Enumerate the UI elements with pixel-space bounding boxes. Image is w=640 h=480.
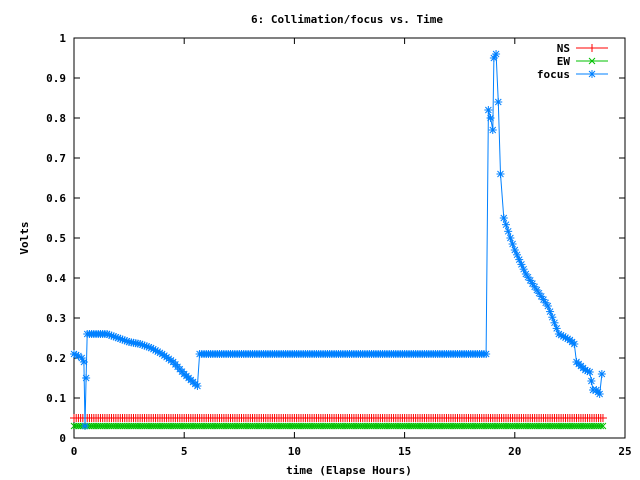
data-point [597,370,606,378]
y-tick-label: 0.4 [46,272,66,285]
legend-marker [588,44,596,52]
data-point [496,170,505,178]
data-point [82,374,91,382]
data-point [506,234,515,242]
data-point [599,422,607,430]
y-tick-label: 0.6 [46,192,66,205]
data-point [508,240,517,248]
legend-marker [588,57,596,65]
data-point [504,227,513,236]
x-tick-label: 0 [71,445,78,458]
series-EW [70,422,607,430]
data-point [570,340,579,348]
data-point [486,114,495,122]
x-tick-label: 5 [181,445,188,458]
series-NS [70,414,607,422]
data-point [585,368,594,376]
plot-frame [73,37,626,439]
data-point [595,390,604,398]
y-axis: 0 0.1 0.2 0.3 0.4 0.5 0.6 0.7 0.8 0.9 1 [46,32,625,445]
data-point [597,422,605,430]
y-tick-label: 0.2 [46,352,66,365]
data-point [501,220,510,229]
x-tick-label: 25 [618,445,631,458]
x-tick-label: 15 [398,445,411,458]
y-tick-label: 0.8 [46,112,66,125]
data-point [79,358,88,366]
chart-title: 6: Collimation/focus vs. Time [251,13,443,26]
data-point [587,377,596,385]
data-point [81,422,90,430]
series-line-focus [73,52,603,427]
y-tick-label: 1 [59,32,66,45]
x-axis: 0 5 10 15 20 25 [71,38,632,458]
data-point [499,214,508,222]
y-tick-label: 0.9 [46,72,66,85]
data-point [494,98,503,106]
data-point [484,106,493,114]
data-point [193,382,202,390]
data-point [482,350,491,358]
legend-marker [588,70,596,78]
legend-label: EW [557,55,571,68]
y-tick-label: 0.1 [46,392,66,405]
y-axis-label: Volts [18,221,31,254]
y-tick-label: 0.3 [46,312,66,325]
legend-label: focus [537,68,570,81]
data-point [488,126,497,134]
y-tick-label: 0.7 [46,152,66,165]
y-tick-label: 0.5 [46,232,66,245]
y-tick-label: 0 [59,432,66,445]
x-tick-label: 20 [508,445,521,458]
x-tick-label: 10 [288,445,301,458]
data-point [598,414,607,422]
x-axis-label: time (Elapse Hours) [286,464,412,477]
series-layer [70,50,607,430]
data-point [492,50,501,58]
legend-label: NS [557,42,570,55]
series-focus [70,50,606,430]
